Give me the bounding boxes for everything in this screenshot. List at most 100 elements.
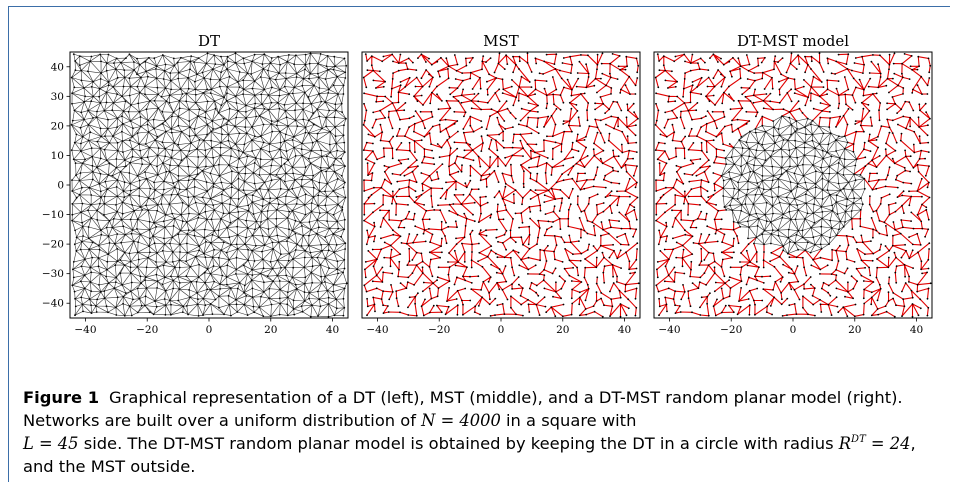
mst-node [478, 242, 480, 245]
mst-node [512, 55, 514, 58]
dtmst-node [831, 248, 833, 251]
dtmst-node [909, 155, 912, 158]
dtmst-node [749, 130, 751, 133]
dtmst-node [688, 180, 691, 183]
dtmst-node [820, 234, 823, 236]
dtmst-node [707, 264, 710, 266]
mst-node [383, 178, 386, 181]
mst-node [585, 146, 587, 149]
dtmst-node [657, 141, 660, 144]
dtmst-node [821, 177, 824, 180]
mst-node [408, 195, 411, 198]
dtmst-node [818, 125, 820, 128]
dtmst-node [872, 281, 875, 283]
dtmst-node [842, 225, 845, 228]
dt-network [70, 52, 348, 318]
mst-node [534, 189, 537, 192]
dt-node [228, 258, 231, 261]
dt-node [307, 119, 310, 122]
dt-node [335, 109, 337, 112]
dtmst-node [683, 190, 686, 193]
dt-node [262, 258, 264, 261]
dtmst-node [835, 60, 838, 63]
dt-node [96, 166, 98, 169]
dt-node [254, 157, 257, 159]
dtmst-node [879, 203, 882, 205]
dt-node [202, 92, 205, 94]
dt-node [316, 132, 319, 135]
mst-node [428, 251, 431, 254]
mst-node [479, 165, 482, 168]
mst-node [382, 194, 385, 196]
dt-node [107, 118, 109, 121]
y-tick-label: −40 [42, 298, 64, 310]
mst-node [628, 75, 631, 78]
dt-node [78, 179, 81, 182]
mst-node [408, 149, 411, 152]
dtmst-node [761, 77, 764, 80]
dtmst-node [912, 109, 915, 112]
dtmst-node [929, 282, 932, 285]
dtmst-node [756, 57, 759, 60]
mst-node [555, 281, 557, 284]
dtmst-node [722, 179, 725, 182]
dtmst-node [899, 232, 902, 235]
dt-node [228, 75, 231, 78]
dtmst-node [770, 251, 773, 254]
mst-node [397, 226, 400, 229]
dtmst-node [731, 209, 734, 212]
dtmst-node [803, 288, 805, 290]
mst-node [526, 52, 529, 55]
dt-node [345, 117, 347, 120]
mst-node [495, 77, 498, 79]
mst-node [616, 204, 619, 207]
dt-node [343, 151, 346, 154]
dt-node [299, 221, 302, 224]
mst-node [444, 198, 447, 200]
dt-node [80, 79, 83, 82]
dtmst-node [919, 307, 922, 310]
dt-node [230, 147, 233, 150]
dt-node [337, 203, 339, 206]
dt-node [342, 93, 345, 95]
dt-node [276, 259, 279, 262]
mst-node [553, 205, 556, 208]
mst-node [364, 268, 366, 271]
dt-node [301, 84, 304, 87]
dt-node [332, 283, 335, 286]
dt-node [269, 261, 272, 263]
dtmst-node [765, 201, 768, 204]
dtmst-node [728, 304, 730, 307]
dtmst-node [885, 310, 888, 313]
dtmst-node [853, 197, 856, 200]
dt-node [291, 276, 294, 279]
dt-node [220, 249, 223, 252]
caption-r-superscript: DT [851, 434, 866, 445]
mst-node [440, 146, 443, 149]
mst-node [462, 131, 465, 134]
mst-node [486, 93, 489, 96]
dtmst-node [869, 77, 872, 80]
dtmst-node [917, 55, 920, 58]
mst-node [520, 212, 523, 215]
caption-text-2: in a square with [500, 411, 637, 430]
dt-node [221, 202, 224, 205]
dt-node [209, 92, 212, 94]
dtmst-node [785, 196, 788, 199]
dtmst-node [804, 141, 806, 144]
dtmst-node [926, 186, 929, 189]
dt-node [303, 300, 306, 302]
dtmst-node [835, 234, 838, 237]
dtmst-node [655, 219, 657, 222]
mst-node [448, 252, 450, 254]
dtmst-node [758, 266, 760, 269]
dt-node [293, 63, 295, 66]
dtmst-node [779, 280, 782, 283]
dt-node [325, 170, 327, 173]
dt-node [84, 95, 86, 98]
mst-node [477, 92, 480, 95]
dtmst-node [818, 62, 821, 64]
mst-node [637, 282, 640, 285]
mst-node [547, 220, 550, 223]
dt-node [268, 77, 271, 80]
